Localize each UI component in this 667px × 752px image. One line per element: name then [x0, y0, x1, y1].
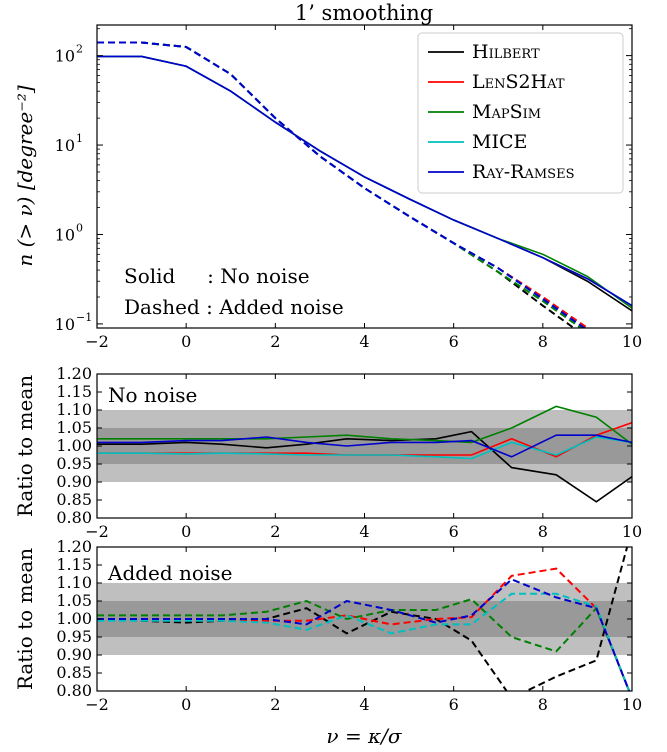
top-y-tick-exponent: 2 — [76, 43, 83, 56]
bottom-x-tick-label: 10 — [622, 695, 642, 714]
bottom-y-tick-label: 1.15 — [56, 555, 92, 574]
bottom-y-tick-label: 1.00 — [56, 609, 92, 628]
middle-x-tick-label: 4 — [359, 522, 369, 541]
middle-y-tick-label: 1.20 — [56, 364, 92, 383]
bottom-annotation: Added noise — [107, 561, 232, 585]
top-series-ray-ramses-solid — [97, 55, 632, 307]
middle-x-tick-label: −2 — [85, 522, 109, 541]
legend-label-lens2hat: LenS2Hat — [472, 71, 565, 93]
middle-x-tick-label: 2 — [270, 522, 280, 541]
bottom-y-tick-label: 0.90 — [56, 645, 92, 664]
legend-frame — [417, 32, 624, 194]
legend: Hilbert LenS2Hat MapSim MICE Ray-Ramses — [417, 32, 624, 194]
middle-y-tick-label: 1.05 — [56, 418, 92, 437]
top-y-tick-label: 10 — [55, 136, 75, 155]
bottom-x-tick-label: 8 — [538, 695, 548, 714]
bottom-y-tick-label: 1.20 — [56, 537, 92, 556]
annotation-dashed: Dashed : Added noise — [124, 295, 344, 319]
legend-label-hilbert: Hilbert — [472, 41, 540, 63]
top-series-ray-ramses-dashed — [97, 41, 586, 328]
top-x-tick-label: 6 — [449, 332, 459, 351]
bottom-x-tick-label: 4 — [359, 695, 369, 714]
top-x-ticks: −2 0 2 4 6 8 10 — [85, 25, 642, 351]
middle-series-ray-ramses-solid — [97, 434, 632, 458]
middle-y-tick-label: 0.80 — [56, 508, 92, 527]
middle-band-1 — [97, 428, 632, 464]
annotation-solid: Solid : No noise — [124, 264, 310, 288]
top-x-tick-label: 0 — [181, 332, 191, 351]
top-x-tick-label: 10 — [622, 332, 642, 351]
top-chart-title: 1’ smoothing — [295, 1, 433, 25]
top-y-tick-exponent: −1 — [76, 311, 92, 324]
top-x-tick-label: −2 — [85, 332, 109, 351]
bottom-y-tick-label: 0.80 — [56, 681, 92, 700]
middle-y-axis-label: Ratio to mean — [13, 375, 37, 517]
bottom-x-tick-label: −2 — [85, 695, 109, 714]
middle-annotation: No noise — [108, 383, 197, 407]
bottom-x-tick-label: 6 — [449, 695, 459, 714]
top-y-tick-label: 10 — [55, 225, 75, 244]
bottom-x-ticks: −2 0 2 4 6 8 10 — [85, 547, 642, 714]
middle-bands — [97, 410, 632, 482]
legend-label-mapsim: MapSim — [472, 101, 541, 123]
middle-y-tick-label: 0.85 — [56, 490, 92, 509]
bottom-series-ray-ramses-dashed — [97, 578, 631, 691]
middle-y-tick-label: 1.10 — [56, 400, 92, 419]
top-x-tick-label: 8 — [538, 332, 548, 351]
bottom-y-tick-label: 0.95 — [56, 627, 92, 646]
bottom-y-ticks: 0.800.850.900.951.001.051.101.151.20 — [56, 537, 632, 700]
middle-x-tick-label: 10 — [622, 522, 642, 541]
middle-x-ticks: −2 0 2 4 6 8 10 — [85, 374, 642, 541]
middle-series-mice-solid — [97, 436, 632, 460]
middle-y-tick-label: 0.95 — [56, 454, 92, 473]
legend-label-ray-ramses: Ray-Ramses — [472, 161, 574, 183]
middle-series-hilbert-solid — [97, 430, 632, 503]
bottom-y-axis-label: Ratio to mean — [13, 548, 37, 690]
top-y-tick-exponent: 1 — [76, 132, 83, 145]
middle-y-tick-label: 0.90 — [56, 472, 92, 491]
bottom-panel: −2 0 2 4 6 8 10 0.800.850.900.951.001.051.101.… — [13, 537, 642, 748]
bottom-x-tick-label: 2 — [270, 695, 280, 714]
top-series-group — [97, 41, 632, 328]
middle-x-tick-label: 8 — [538, 522, 548, 541]
top-x-tick-label: 2 — [270, 332, 280, 351]
top-y-tick-exponent: 0 — [76, 221, 83, 234]
middle-x-tick-label: 0 — [181, 522, 191, 541]
middle-x-tick-label: 6 — [449, 522, 459, 541]
top-y-tick-label: 10 — [55, 47, 75, 66]
legend-label-mice: MICE — [472, 131, 527, 153]
top-x-tick-label: 4 — [359, 332, 369, 351]
middle-y-tick-label: 1.15 — [56, 382, 92, 401]
bottom-y-tick-label: 0.85 — [56, 663, 92, 682]
bottom-y-tick-label: 1.05 — [56, 591, 92, 610]
middle-series-group — [97, 405, 632, 503]
bottom-x-tick-label: 0 — [181, 695, 191, 714]
x-axis-label: ν = κ/σ — [326, 724, 402, 748]
bottom-series-hilbert-dashed — [97, 547, 629, 691]
top-y-axis-label: n (> ν) [degree⁻²] — [13, 85, 37, 267]
bottom-series-group — [97, 547, 631, 691]
middle-panel: −2 0 2 4 6 8 10 0.800.850.900.951.001.051.101.… — [13, 364, 642, 541]
bottom-y-tick-label: 1.10 — [56, 573, 92, 592]
bottom-series-mice-dashed — [97, 592, 631, 691]
middle-series-mapsim-solid — [97, 405, 632, 445]
bottom-series-mapsim-dashed — [97, 598, 631, 691]
middle-y-ticks: 0.800.850.900.951.001.051.101.151.20 — [56, 364, 632, 527]
top-y-tick-label: 10 — [55, 315, 75, 334]
middle-y-tick-label: 1.00 — [56, 436, 92, 455]
